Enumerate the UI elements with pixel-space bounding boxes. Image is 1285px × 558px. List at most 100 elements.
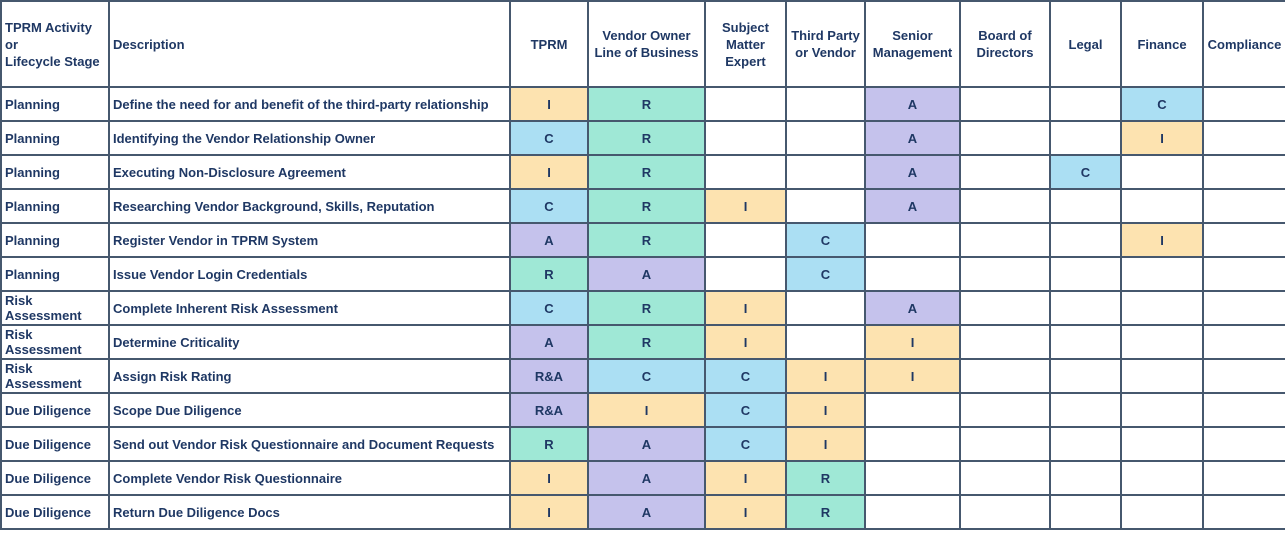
raci-cell	[1202, 290, 1285, 326]
raci-cell: A	[587, 426, 706, 462]
raci-cell: C	[785, 256, 866, 292]
header-role-line: Expert	[725, 53, 766, 69]
raci-cell	[1202, 324, 1285, 360]
table-row: Risk Assessment Assign Risk Rating R&A C C I I	[0, 358, 1285, 394]
stage-cell: Planning	[0, 154, 110, 190]
raci-cell: R&A	[509, 392, 589, 428]
raci-cell	[1049, 290, 1122, 326]
raci-cell	[864, 460, 961, 496]
raci-cell	[1049, 120, 1122, 156]
table-row: Risk Assessment Determine Criticality A R I I	[0, 324, 1285, 360]
stage-line: Planning	[5, 232, 60, 248]
raci-cell	[1049, 426, 1122, 462]
header-role-line: TPRM	[530, 36, 568, 52]
raci-cell: C	[785, 222, 866, 258]
raci-cell	[785, 86, 866, 122]
table-row: Due Diligence Scope Due Diligence R&A I C I	[0, 392, 1285, 428]
header-role-tprm: TPRM	[509, 0, 589, 88]
raci-cell	[1120, 426, 1204, 462]
raci-cell	[959, 358, 1051, 394]
raci-cell: C	[1049, 154, 1122, 190]
stage-line: Assessment	[5, 342, 82, 357]
stage-cell: Planning	[0, 188, 110, 224]
raci-cell	[1049, 188, 1122, 224]
header-stage-line: Lifecycle Stage	[5, 53, 100, 69]
raci-cell	[1202, 460, 1285, 496]
stage-line: Due Diligence	[5, 436, 91, 452]
raci-cell	[1120, 188, 1204, 224]
raci-cell: C	[704, 358, 787, 394]
raci-cell	[1202, 120, 1285, 156]
raci-cell	[1202, 256, 1285, 292]
raci-cell	[1049, 256, 1122, 292]
header-role-line: Line of Business	[594, 45, 699, 60]
raci-cell: A	[864, 290, 961, 326]
raci-cell	[704, 120, 787, 156]
header-role-line: Compliance	[1207, 36, 1282, 52]
raci-cell: R	[587, 222, 706, 258]
raci-cell: I	[509, 494, 589, 530]
raci-cell	[1120, 154, 1204, 190]
stage-line: Planning	[5, 198, 60, 214]
raci-cell	[959, 188, 1051, 224]
header-role-line: Senior	[892, 28, 933, 43]
raci-cell: I	[704, 188, 787, 224]
description-cell: Register Vendor in TPRM System	[108, 222, 511, 258]
header-role-compliance: Compliance	[1202, 0, 1285, 88]
raci-cell	[704, 222, 787, 258]
stage-line: Risk	[5, 361, 33, 376]
raci-cell	[959, 222, 1051, 258]
raci-cell: I	[509, 460, 589, 496]
header-role-line: Third Party	[791, 28, 860, 43]
raci-cell: I	[864, 324, 961, 360]
stage-cell: Due Diligence	[0, 494, 110, 530]
raci-cell	[959, 392, 1051, 428]
stage-line: Planning	[5, 266, 60, 282]
raci-cell: I	[587, 392, 706, 428]
header-role-finance: Finance	[1120, 0, 1204, 88]
raci-cell	[959, 256, 1051, 292]
raci-cell: C	[509, 188, 589, 224]
raci-cell: R	[587, 188, 706, 224]
raci-cell	[1202, 358, 1285, 394]
stage-cell: Planning	[0, 222, 110, 258]
raci-cell	[1049, 494, 1122, 530]
raci-cell	[1120, 290, 1204, 326]
raci-cell	[864, 494, 961, 530]
header-role-board: Board of Directors	[959, 0, 1051, 88]
raci-cell	[1202, 86, 1285, 122]
description-cell: Identifying the Vendor Relationship Owne…	[108, 120, 511, 156]
raci-cell	[959, 324, 1051, 360]
raci-cell	[785, 120, 866, 156]
raci-cell: A	[509, 324, 589, 360]
stage-line: Planning	[5, 164, 60, 180]
raci-cell	[1120, 494, 1204, 530]
header-stage: TPRM Activity or Lifecycle Stage	[0, 0, 110, 88]
description-cell: Complete Vendor Risk Questionnaire	[108, 460, 511, 496]
header-role-legal: Legal	[1049, 0, 1122, 88]
description-cell: Assign Risk Rating	[108, 358, 511, 394]
raci-cell: I	[785, 358, 866, 394]
raci-cell: A	[587, 460, 706, 496]
raci-matrix-table: TPRM Activity or Lifecycle Stage Descrip…	[0, 0, 1285, 530]
table-row: Due Diligence Complete Vendor Risk Questi…	[0, 460, 1285, 496]
header-role-line: or Vendor	[795, 45, 856, 60]
raci-cell	[1049, 460, 1122, 496]
header-description: Description	[108, 0, 511, 88]
stage-line: Due Diligence	[5, 470, 91, 486]
table-row: Due Diligence Return Due Diligence Docs I A…	[0, 494, 1285, 530]
description-cell: Define the need for and benefit of the t…	[108, 86, 511, 122]
raci-cell: I	[704, 460, 787, 496]
stage-cell: Due Diligence	[0, 392, 110, 428]
raci-cell: A	[864, 86, 961, 122]
raci-cell	[864, 426, 961, 462]
raci-body: Planning Define the need for and benefit …	[0, 86, 1285, 530]
raci-cell	[1202, 188, 1285, 224]
raci-cell	[785, 188, 866, 224]
raci-cell: I	[864, 358, 961, 394]
table-row: Planning Define the need for and benefit …	[0, 86, 1285, 122]
raci-cell: C	[587, 358, 706, 394]
description-cell: Scope Due Diligence	[108, 392, 511, 428]
raci-cell: I	[1120, 222, 1204, 258]
raci-cell: I	[704, 324, 787, 360]
